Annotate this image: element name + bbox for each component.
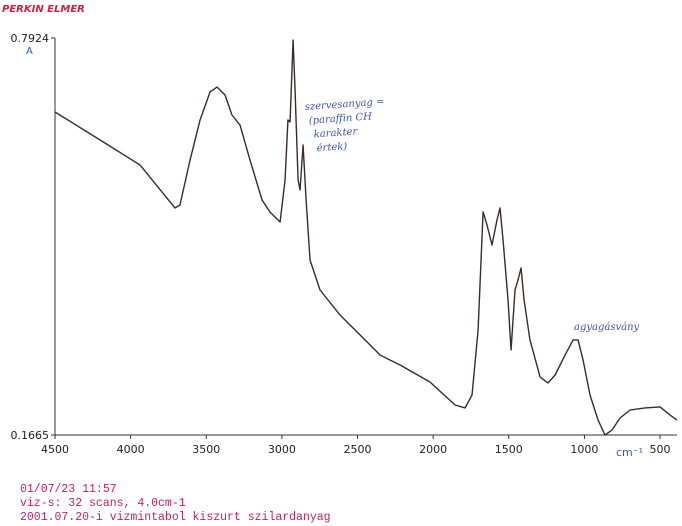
x-tick-label: 2000 (419, 443, 447, 456)
x-tick-label: 2500 (344, 443, 372, 456)
x-tick-label: 3500 (192, 443, 220, 456)
x-tick-label: 4000 (117, 443, 145, 456)
annotation-line: karakter (313, 126, 358, 140)
annotation-line: értek) (316, 141, 347, 154)
brand: PERKIN ELMER (2, 4, 85, 15)
annotation-line: szervesanyag = (304, 96, 384, 113)
y-unit: A (26, 46, 33, 57)
y-tick-label: 0.1665 (11, 429, 50, 442)
x-tick-label: 1000 (570, 443, 598, 456)
x-tick-label: 4500 (41, 443, 69, 456)
annotation-line: (paraffin CH (308, 111, 372, 126)
footer-line: viz-s: 32 scans, 4.0cm-1 (20, 497, 186, 510)
y-tick-label: 0.7924 (11, 32, 50, 45)
footer-line: 01/07/23 11:57 (20, 483, 117, 496)
x-unit: cm⁻¹ (616, 446, 643, 459)
x-tick-label: 1500 (495, 443, 523, 456)
x-tick-label: 500 (650, 443, 671, 456)
footer-line: 2001.07.20-i vizmintabol kiszurt szilard… (20, 511, 331, 524)
annotation: szervesanyag = (paraffin CH karakter ért… (304, 96, 390, 155)
spectrum-line (54, 39, 678, 436)
annotation: agyagásvány (574, 322, 640, 333)
x-tick-label: 3000 (268, 443, 296, 456)
